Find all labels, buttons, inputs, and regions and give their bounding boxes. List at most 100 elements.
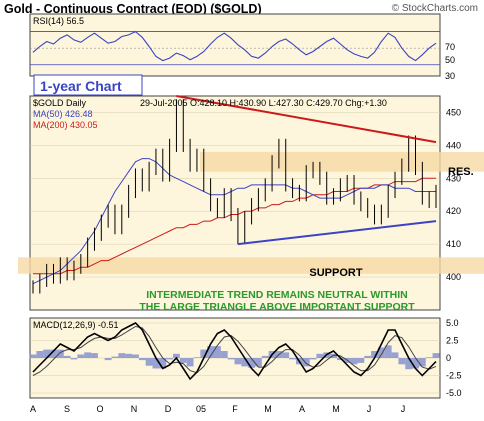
x-label-may: M bbox=[332, 404, 340, 414]
macd-histogram-bar bbox=[418, 358, 426, 367]
x-label-sep: S bbox=[64, 404, 70, 414]
macd-histogram-bar bbox=[145, 358, 153, 366]
macd-histogram-bar bbox=[63, 355, 71, 358]
macd-histogram-bar bbox=[220, 351, 228, 358]
rsi-tick-70: 70 bbox=[445, 42, 455, 52]
price-tick-410: 410 bbox=[446, 239, 461, 249]
upper-trendline bbox=[176, 95, 437, 144]
macd-histogram-bar bbox=[166, 358, 174, 360]
macd-histogram-bar bbox=[261, 355, 269, 358]
macd-histogram-bar bbox=[77, 354, 85, 358]
macd-histogram-bar bbox=[316, 353, 324, 358]
macd-line bbox=[32, 322, 437, 381]
macd-histogram-bar bbox=[384, 345, 392, 358]
ma50-label: MA(50) 426.48 bbox=[33, 109, 93, 119]
macd-histogram-bar bbox=[282, 352, 290, 358]
macd-histogram-bar bbox=[364, 355, 372, 358]
chart-title: Gold - Continuous Contract (EOD) ($GOLD) bbox=[4, 2, 262, 16]
macd-histogram-bar bbox=[56, 349, 64, 358]
macd-histogram-bar bbox=[70, 358, 78, 360]
macd-histogram-bar bbox=[118, 353, 126, 358]
macd-histogram-bar bbox=[302, 358, 310, 367]
macd-histogram-bar bbox=[330, 353, 337, 358]
x-label-dec: D bbox=[165, 404, 172, 414]
rsi-tick-30: 30 bbox=[445, 71, 455, 81]
macd-histogram-bar bbox=[173, 353, 180, 358]
macd-tick-0: 0 bbox=[446, 353, 451, 363]
macd-histogram-bar bbox=[214, 346, 221, 358]
rsi-panel bbox=[29, 13, 441, 77]
rsi-label: RSI(14) 56.5 bbox=[33, 16, 84, 26]
price-tick-450: 450 bbox=[446, 107, 461, 117]
macd-label: MACD(12,26,9) -0.51 bbox=[33, 320, 119, 330]
macd-histogram-bar bbox=[377, 347, 385, 358]
lower-trendline bbox=[237, 220, 437, 246]
x-label-aug: A bbox=[30, 404, 36, 414]
overlay-text: 1-year Chart bbox=[40, 78, 122, 94]
macd-histogram-bar bbox=[159, 358, 167, 369]
macd-histogram-bar bbox=[412, 358, 419, 369]
macd-tick-5: 5.0 bbox=[446, 318, 459, 328]
macd-histogram-bar bbox=[371, 351, 378, 358]
price-tick-440: 440 bbox=[446, 140, 461, 150]
macd-histogram-bar bbox=[50, 349, 57, 358]
macd-tick-2-5: 2.5 bbox=[446, 336, 459, 346]
annotation-line-1: INTERMEDIATE TREND REMAINS NEUTRAL WITHI… bbox=[146, 289, 408, 301]
ma50-line bbox=[32, 158, 436, 285]
macd-histogram-bar bbox=[36, 351, 44, 358]
macd-histogram-bar bbox=[357, 358, 365, 363]
ma200-line bbox=[33, 177, 436, 275]
price-bars bbox=[32, 99, 437, 294]
x-label-jun: J bbox=[367, 404, 372, 414]
macd-histogram-bar bbox=[398, 358, 406, 365]
x-label-mar: M bbox=[264, 404, 272, 414]
price-tick-420: 420 bbox=[446, 206, 461, 216]
support-band bbox=[18, 257, 484, 274]
macd-histogram-bar bbox=[289, 358, 296, 360]
x-label-nov: N bbox=[131, 404, 138, 414]
ma200-label: MA(200) 430.05 bbox=[33, 120, 98, 130]
macd-histogram-bar bbox=[186, 358, 194, 367]
macd-histogram-bar bbox=[227, 358, 235, 360]
macd-histogram-bar bbox=[254, 358, 262, 367]
macd-histogram-bar bbox=[132, 354, 139, 358]
price-label: $GOLD Daily bbox=[33, 98, 87, 108]
macd-histogram-bar bbox=[138, 358, 146, 361]
price-tick-400: 400 bbox=[446, 272, 461, 282]
macd-histogram-bar bbox=[125, 353, 133, 358]
macd-histogram-bar bbox=[104, 358, 112, 361]
macd-histogram-bar bbox=[43, 349, 51, 358]
macd-histogram-bar bbox=[309, 358, 317, 360]
price-tick-430: 430 bbox=[446, 173, 461, 183]
macd-histogram-bar bbox=[29, 354, 37, 358]
macd-histogram-bar bbox=[425, 357, 433, 358]
ohlc-readout: 29-Jul-2005 O:428.10 H:430.90 L:427.30 C… bbox=[140, 98, 387, 108]
macd-histogram-bar bbox=[200, 349, 208, 358]
macd-histogram-bar bbox=[207, 346, 215, 358]
copyright-text: © StockCharts.com bbox=[391, 3, 478, 14]
x-label-apr: A bbox=[299, 404, 305, 414]
macd-histogram-bar bbox=[241, 358, 249, 367]
macd-histogram-bar bbox=[152, 358, 160, 369]
x-label-jul: J bbox=[401, 404, 406, 414]
macd-histogram-bar bbox=[91, 353, 98, 358]
res-label: RES. bbox=[448, 166, 474, 178]
macd-histogram-bar bbox=[84, 352, 92, 358]
macd-histogram-bar bbox=[350, 358, 358, 365]
support-label: SUPPORT bbox=[309, 267, 362, 279]
annotation-line-2: THE LARGE TRIANGLE ABOVE IMPORTANT SUPPO… bbox=[139, 301, 415, 313]
macd-histogram-bar bbox=[234, 358, 242, 365]
overlay-box bbox=[33, 74, 143, 96]
x-label-jan-05: 05 bbox=[196, 404, 206, 414]
macd-histogram-bar bbox=[432, 353, 440, 358]
macd-tick-neg-5: -5.0 bbox=[446, 388, 462, 398]
macd-histogram-bar bbox=[248, 358, 255, 368]
macd-histogram-bar bbox=[179, 358, 187, 363]
x-label-feb: F bbox=[232, 404, 238, 414]
rsi-line bbox=[32, 30, 437, 62]
x-label-oct: O bbox=[96, 404, 103, 414]
macd-tick-neg-2-5: -2.5 bbox=[446, 371, 462, 381]
resistance-band bbox=[200, 151, 484, 172]
macd-histogram-bar bbox=[405, 358, 413, 370]
